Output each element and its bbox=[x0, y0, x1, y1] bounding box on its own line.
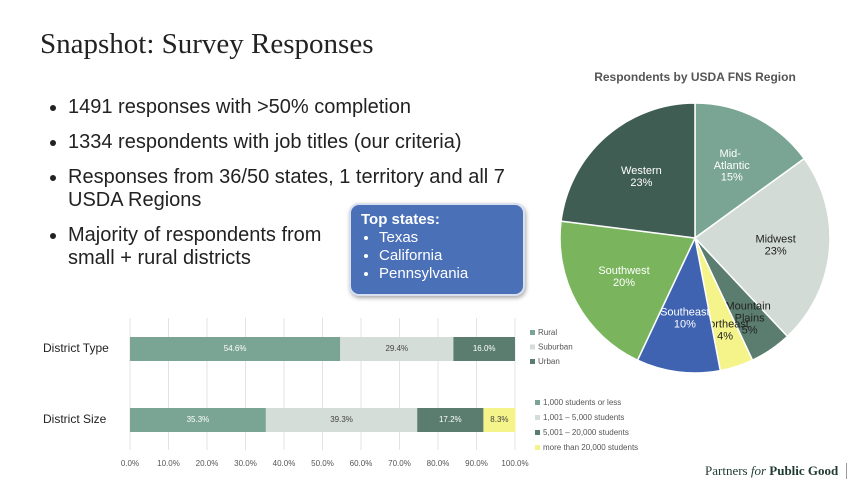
slice-value: 15% bbox=[721, 172, 743, 184]
slice-label: Southeast bbox=[660, 306, 710, 318]
bullet: 1491 responses with >50% completion bbox=[68, 96, 538, 119]
bullet: Responses from 36/50 states, 1 territory… bbox=[68, 166, 538, 212]
bar-segment bbox=[340, 337, 454, 361]
bullet: 1334 respondents with job titles (our cr… bbox=[68, 131, 538, 154]
callout-item: Texas bbox=[379, 229, 513, 247]
x-tick-label: 10.0% bbox=[157, 459, 180, 468]
bar-label: 35.3% bbox=[187, 415, 210, 424]
legend-label: 1,000 students or less bbox=[543, 398, 621, 407]
legend-label: Suburban bbox=[538, 343, 573, 352]
legend-swatch bbox=[535, 400, 540, 405]
pie-slice bbox=[559, 220, 697, 362]
legend-swatch bbox=[535, 445, 540, 450]
slice-label: Midwest bbox=[755, 234, 795, 246]
label-line: Atlantic bbox=[714, 160, 751, 172]
footer-text: for bbox=[750, 463, 767, 478]
y-tick-label: District Size bbox=[43, 412, 107, 426]
bar-label: 17.2% bbox=[439, 415, 462, 424]
bar-segment bbox=[265, 408, 418, 432]
slice-label: Western bbox=[621, 165, 662, 177]
label-line: Southeast bbox=[660, 306, 710, 318]
slice-value: 23% bbox=[765, 246, 787, 258]
callout-list: Texas California Pennsylvania bbox=[361, 229, 513, 283]
slice-label: Mountain Plains bbox=[725, 300, 773, 324]
legend-swatch bbox=[530, 330, 535, 335]
bar-label: 39.3% bbox=[330, 415, 353, 424]
pie-slice bbox=[636, 235, 722, 374]
slice-value: 23% bbox=[630, 177, 652, 189]
bullet: Majority of respondents from small + rur… bbox=[68, 224, 358, 270]
bar-segment bbox=[130, 408, 266, 432]
slice-value: 10% bbox=[674, 318, 696, 330]
x-tick-label: 40.0% bbox=[273, 459, 296, 468]
bar-label: 16.0% bbox=[473, 344, 496, 353]
slice-value: 20% bbox=[613, 277, 635, 289]
slide-title: Snapshot: Survey Responses bbox=[40, 28, 374, 60]
callout-item: Pennsylvania bbox=[379, 265, 513, 283]
x-tick-label: 20.0% bbox=[196, 459, 219, 468]
legend-label: more than 20,000 students bbox=[543, 443, 638, 452]
callout-heading: Top states: bbox=[361, 211, 440, 228]
legend-label: 5,001 – 20,000 students bbox=[543, 428, 629, 437]
label-line: Mountain bbox=[725, 300, 773, 312]
bar-segment bbox=[453, 337, 515, 361]
x-tick-label: 0.0% bbox=[121, 459, 139, 468]
pie-slice bbox=[560, 102, 696, 239]
callout-item: California bbox=[379, 247, 513, 265]
pie-slice bbox=[693, 157, 831, 338]
footer: Partners for Public Good bbox=[705, 463, 848, 479]
legend-label: 1,001 – 5,000 students bbox=[543, 413, 624, 422]
legend-swatch bbox=[530, 344, 535, 350]
label-line: Mid- bbox=[720, 148, 744, 160]
x-tick-label: 70.0% bbox=[388, 459, 411, 468]
slice-label: Mid- Atlantic bbox=[714, 148, 751, 172]
legend-swatch bbox=[530, 359, 535, 364]
bar-segment bbox=[130, 337, 341, 361]
footer-text: Public Good bbox=[769, 463, 839, 478]
x-tick-label: 50.0% bbox=[311, 459, 334, 468]
y-tick-label: District Type bbox=[43, 341, 109, 355]
label-line: Southwest bbox=[598, 265, 649, 277]
slice-label: Southwest bbox=[598, 265, 649, 277]
bullet-list: 1491 responses with >50% completion 1334… bbox=[40, 96, 538, 282]
legend-label: Urban bbox=[538, 357, 560, 366]
x-tick-label: 80.0% bbox=[427, 459, 450, 468]
bar-label: 8.3% bbox=[490, 415, 508, 424]
bar-label: 54.6% bbox=[224, 344, 247, 353]
slice-value: 5% bbox=[742, 324, 758, 336]
pie-slice bbox=[694, 102, 806, 240]
legend-label: Rural bbox=[538, 328, 557, 337]
legend-swatch bbox=[535, 415, 540, 420]
chart-title: Respondents by USDA FNS Region bbox=[594, 70, 796, 84]
label-line: Plains bbox=[735, 312, 765, 324]
label-line: Western bbox=[621, 165, 662, 177]
slice-value: 4% bbox=[717, 330, 733, 342]
x-tick-label: 100.0% bbox=[501, 459, 528, 468]
label-line: Midwest bbox=[755, 234, 795, 246]
legend-swatch bbox=[535, 430, 540, 435]
footer-text: Partners bbox=[705, 463, 748, 478]
label-line: Northeast bbox=[701, 318, 749, 330]
x-tick-label: 90.0% bbox=[465, 459, 488, 468]
bar-segment bbox=[417, 408, 484, 432]
bar-segment bbox=[483, 408, 516, 432]
x-tick-label: 60.0% bbox=[350, 459, 373, 468]
slice-label: Northeast bbox=[701, 318, 749, 330]
callout: Top states: Texas California Pennsylvani… bbox=[349, 203, 525, 296]
bar-label: 29.4% bbox=[385, 344, 408, 353]
x-tick-label: 30.0% bbox=[234, 459, 257, 468]
